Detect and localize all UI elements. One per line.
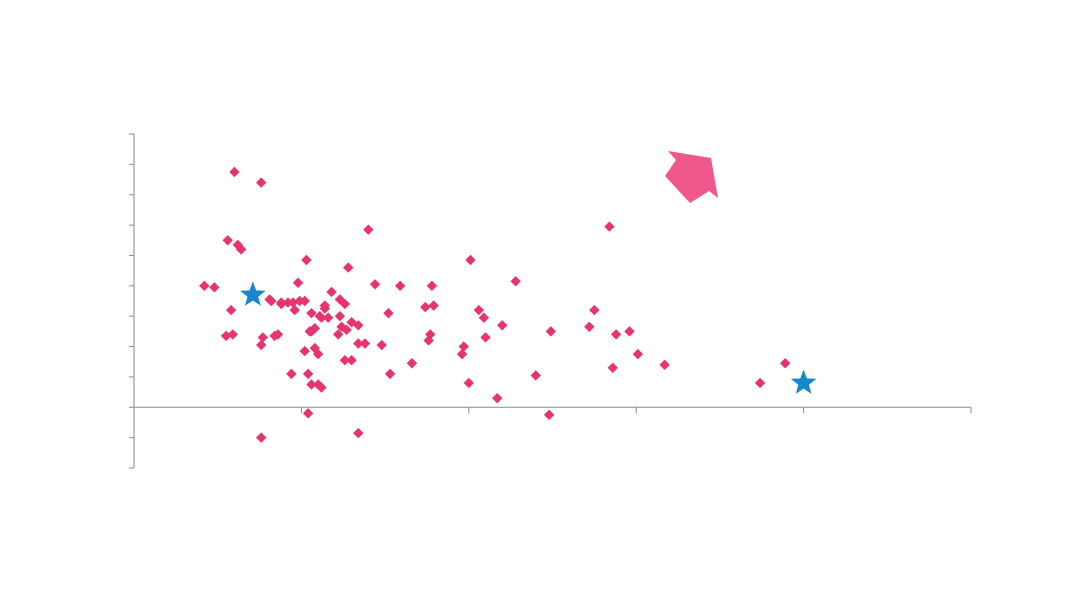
data-point (333, 329, 344, 340)
data-point (272, 329, 284, 340)
data-point (306, 326, 317, 337)
data-point (301, 254, 312, 266)
data-point (420, 301, 431, 313)
data-point (624, 326, 635, 337)
data-point (543, 409, 555, 421)
data-point (369, 279, 381, 290)
data-point (312, 348, 324, 360)
data-point (227, 329, 238, 340)
data-point (322, 312, 334, 323)
data-point (632, 348, 644, 360)
data-point (346, 317, 357, 328)
data-point (659, 359, 670, 370)
data-point (463, 377, 474, 389)
data-point (287, 297, 299, 308)
data-point (589, 304, 600, 316)
data-point (423, 335, 434, 346)
data-point (334, 310, 346, 322)
data-point (343, 262, 354, 273)
data-point (754, 377, 766, 389)
data-point (339, 355, 351, 366)
data-point (316, 312, 327, 323)
data-point (276, 298, 287, 310)
data-point (478, 312, 490, 323)
highlight-points (240, 281, 817, 394)
data-point (339, 298, 351, 310)
data-point (264, 294, 275, 305)
data-point (610, 329, 622, 340)
data-point (406, 358, 418, 369)
data-point (346, 355, 357, 366)
data-point (497, 320, 508, 331)
data-point (394, 280, 406, 292)
data-point (359, 338, 371, 349)
data-point (232, 239, 243, 251)
data-point (256, 432, 267, 443)
data-point (209, 282, 220, 293)
data-point (222, 235, 233, 246)
data-point (480, 332, 491, 343)
highlight-star (790, 369, 817, 394)
data-point (363, 224, 374, 235)
data-point (341, 324, 352, 336)
data-point (376, 339, 387, 351)
arrow-icon (665, 151, 718, 203)
data-point (302, 368, 314, 380)
data-point (256, 339, 267, 351)
data-points (199, 166, 791, 443)
data-point (384, 368, 396, 380)
data-point (256, 177, 267, 188)
data-point (326, 286, 337, 298)
data-point (292, 277, 304, 288)
data-point (473, 304, 485, 316)
data-point (492, 392, 503, 404)
data-point (353, 338, 364, 349)
data-point (458, 341, 469, 352)
data-point (299, 295, 310, 307)
data-point (428, 300, 439, 311)
data-point (319, 300, 331, 311)
data-point (289, 304, 300, 316)
data-point (604, 221, 615, 232)
data-point (229, 166, 240, 178)
data-point (306, 307, 317, 319)
data-point (299, 345, 310, 357)
data-point (286, 368, 297, 380)
axes (129, 133, 972, 469)
data-point (225, 304, 237, 316)
highlight-star (240, 281, 266, 306)
data-point (316, 382, 327, 393)
data-point (426, 280, 438, 292)
data-point (306, 379, 317, 390)
data-point (465, 254, 476, 266)
data-point (353, 427, 364, 439)
data-point (199, 280, 210, 292)
data-point (530, 370, 541, 381)
data-point (456, 348, 468, 360)
data-point (383, 307, 394, 319)
data-point (584, 321, 595, 333)
data-point (779, 358, 791, 369)
data-point (510, 276, 521, 287)
data-point (257, 332, 269, 343)
data-point (302, 408, 314, 419)
data-point (607, 362, 618, 373)
data-point (545, 326, 557, 337)
